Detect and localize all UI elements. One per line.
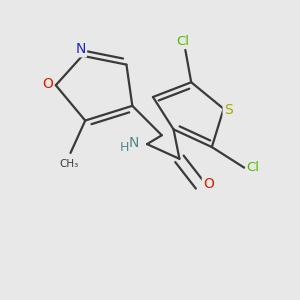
Text: CH₃: CH₃: [59, 159, 79, 170]
Text: N: N: [129, 136, 139, 150]
Text: Cl: Cl: [176, 34, 190, 48]
Text: N: N: [129, 136, 139, 150]
Text: Cl: Cl: [247, 160, 260, 174]
Text: N: N: [76, 42, 86, 56]
Text: O: O: [203, 177, 214, 191]
Text: Cl: Cl: [247, 160, 260, 174]
Text: Cl: Cl: [176, 34, 190, 48]
Text: H: H: [119, 141, 129, 154]
Text: N: N: [76, 42, 86, 56]
Text: S: S: [224, 103, 233, 117]
Text: S: S: [224, 103, 233, 117]
Text: O: O: [42, 77, 53, 91]
Text: O: O: [203, 177, 214, 191]
Text: H: H: [119, 141, 129, 154]
Text: O: O: [42, 77, 53, 91]
Text: CH₃: CH₃: [59, 159, 79, 170]
